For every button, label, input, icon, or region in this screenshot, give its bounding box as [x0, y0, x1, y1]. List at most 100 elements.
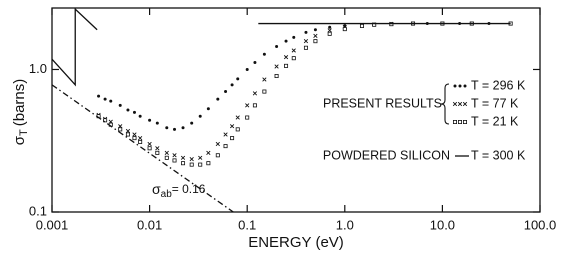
point: [253, 60, 257, 64]
point: [125, 132, 130, 137]
point: [206, 107, 210, 111]
point: [148, 118, 152, 122]
point: [172, 153, 177, 158]
point: [198, 114, 202, 118]
point: [155, 150, 160, 155]
legend-marker: [457, 120, 462, 125]
point: [274, 74, 279, 79]
point: [245, 103, 250, 108]
point: [304, 30, 308, 34]
point: [245, 67, 249, 71]
x-tick-label: 100.0: [524, 217, 557, 232]
point: [284, 63, 289, 68]
point: [138, 139, 143, 144]
y-axis-label: σT (barns): [11, 79, 30, 146]
legend-marker: [457, 101, 463, 107]
x-tick-label: 0.001: [36, 217, 69, 232]
y-label-symbol: σ: [11, 135, 28, 145]
point: [97, 94, 101, 98]
point: [342, 27, 347, 32]
legend-marker: [452, 120, 457, 125]
legend-label: T = 296 K: [471, 78, 526, 92]
point: [125, 128, 131, 134]
legend-label: T = 77 K: [471, 96, 519, 110]
point: [235, 115, 240, 120]
point: [313, 28, 317, 32]
series-line: [51, 84, 234, 213]
point: [132, 136, 137, 141]
point: [303, 39, 309, 44]
point: [359, 23, 364, 28]
point: [262, 89, 267, 94]
legend-label: T = 300 K: [471, 148, 526, 162]
y-label-unit: (barns): [11, 79, 28, 127]
point: [147, 146, 152, 151]
point: [132, 132, 137, 137]
point: [223, 144, 228, 149]
point: [138, 114, 142, 118]
point: [180, 155, 186, 160]
point: [189, 162, 194, 167]
x-tick-label: 0.1: [238, 217, 256, 232]
point: [291, 56, 296, 61]
point: [206, 150, 211, 155]
point: [215, 141, 220, 147]
series-line: [51, 7, 98, 87]
point: [103, 97, 107, 101]
legend-marker: [452, 101, 458, 107]
point: [291, 48, 296, 53]
x-tick-label: 10.0: [430, 217, 455, 232]
point: [327, 31, 332, 36]
point: [190, 121, 194, 125]
point: [262, 52, 266, 56]
point: [126, 108, 130, 112]
point: [235, 127, 240, 132]
legend-group-label: PRESENT RESULTS: [323, 96, 442, 110]
point: [181, 161, 186, 166]
point: [198, 155, 203, 160]
point: [262, 77, 267, 82]
point: [245, 115, 250, 120]
legend-marker: [462, 120, 467, 125]
y-label-subscript: T: [18, 129, 30, 136]
point: [224, 90, 228, 94]
point: [109, 99, 113, 103]
point: [230, 136, 235, 141]
point: [275, 44, 279, 48]
point: [252, 91, 258, 96]
legend-marker: [462, 101, 468, 107]
point: [155, 121, 159, 125]
point: [155, 146, 160, 151]
point: [164, 150, 169, 155]
point: [147, 141, 152, 147]
x-axis-label: ENERGY (eV): [248, 234, 344, 251]
point: [173, 127, 177, 131]
plot-frame: [51, 7, 541, 213]
legend-marker: [463, 84, 467, 88]
point: [313, 33, 318, 39]
point: [229, 124, 235, 129]
x-tick-label: 1.0: [336, 217, 354, 232]
point: [223, 132, 228, 137]
point: [189, 156, 194, 162]
point: [236, 77, 240, 81]
legend-label: T = 21 K: [471, 114, 519, 128]
point: [206, 161, 211, 166]
point: [132, 110, 136, 114]
point: [118, 103, 122, 107]
point: [138, 135, 143, 141]
legend-group-label: POWDERED SILICON: [323, 148, 450, 162]
point: [215, 153, 220, 158]
legend-marker: [453, 84, 457, 88]
legend-brace: [440, 83, 450, 125]
point: [165, 126, 169, 130]
point: [327, 28, 332, 33]
point: [164, 155, 169, 160]
point: [283, 55, 289, 60]
point: [103, 118, 108, 123]
point: [172, 158, 177, 163]
point: [252, 103, 257, 108]
y-tick-label: 1.0: [29, 61, 47, 76]
